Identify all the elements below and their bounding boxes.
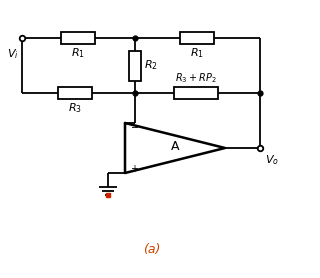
Text: $R_1$: $R_1$	[71, 46, 85, 60]
Bar	[129, 51, 141, 81]
Text: (a): (a)	[143, 243, 161, 256]
Text: $R_3 + RP_2$: $R_3 + RP_2$	[175, 71, 217, 85]
Text: $V_o$: $V_o$	[265, 153, 279, 167]
Bar	[174, 87, 218, 99]
Text: $R_1$: $R_1$	[190, 46, 204, 60]
Text: $R_3$: $R_3$	[68, 101, 82, 115]
Text: $+$: $+$	[130, 163, 139, 175]
Text: $-$: $-$	[130, 121, 139, 131]
Text: $V_i$: $V_i$	[7, 47, 19, 61]
Text: $R_2$: $R_2$	[144, 59, 158, 72]
Bar	[180, 32, 214, 44]
Bar	[58, 87, 92, 99]
Bar	[61, 32, 95, 44]
Text: A: A	[171, 140, 179, 153]
